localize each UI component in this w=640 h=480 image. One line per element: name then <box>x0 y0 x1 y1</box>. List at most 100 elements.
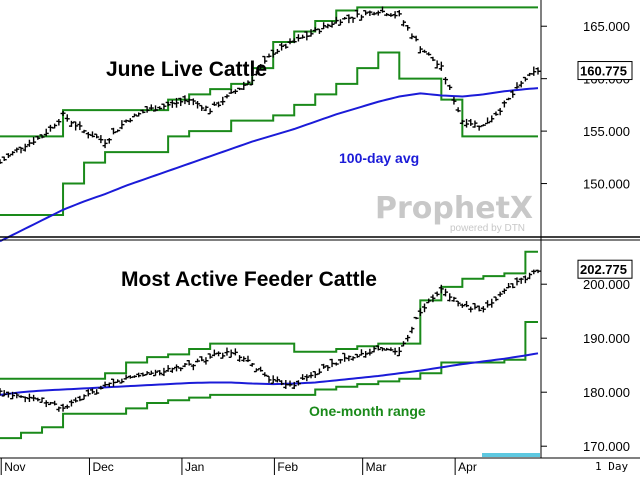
live-ohlc-bar <box>493 111 499 116</box>
feeder-ohlc-bar <box>98 385 104 390</box>
live-ohlc-bar <box>329 21 335 28</box>
live-ohlc-bar <box>434 60 440 69</box>
live-ohlc-bar <box>350 16 356 23</box>
live-ohlc-bar <box>321 22 327 30</box>
feeder-ohlc-bar <box>144 371 150 376</box>
feeder-ohlc-bar <box>186 359 192 366</box>
live-ohlc-bar <box>31 136 37 145</box>
live-ohlc-bar <box>417 46 423 54</box>
live-ohlc-bar <box>165 101 171 107</box>
feeder-ohlc-bar <box>501 288 507 294</box>
feeder-y-tick-label: 200.000 <box>583 277 630 292</box>
feeder-ohlc-bar <box>401 341 406 347</box>
feeder-ohlc-bar <box>253 368 259 373</box>
feeder-ohlc-bar <box>174 364 180 372</box>
feeder-ohlc-bar <box>287 380 293 387</box>
feeder-ohlc-bar <box>279 380 285 386</box>
x-tick-label: Dec <box>92 460 113 474</box>
live-ohlc-bar <box>472 120 478 128</box>
feeder-ohlc-bar <box>106 382 112 388</box>
feeder-ohlc-bar <box>417 308 423 317</box>
feeder-ohlc-bar <box>56 406 62 412</box>
period-label[interactable]: 1 Day <box>595 460 628 473</box>
feeder-ohlc-bar <box>165 365 171 372</box>
live-ohlc-bar <box>279 42 285 51</box>
live-ohlc-bar <box>178 97 184 107</box>
feeder-ohlc-bar <box>426 298 432 304</box>
feeder-ohlc-bar <box>266 375 272 383</box>
feeder-ohlc-bar <box>182 363 188 368</box>
feeder-ohlc-bar <box>443 288 449 297</box>
live-ohlc-bar <box>253 71 259 76</box>
live-ohlc-bar <box>14 147 20 153</box>
live-ohlc-bar <box>342 16 348 20</box>
live-ohlc-bar <box>119 120 125 130</box>
live-ohlc-bar <box>115 129 121 133</box>
feeder-ohlc-bar <box>245 355 251 363</box>
live-ohlc-bar <box>81 129 87 134</box>
feeder-ohlc-bar <box>308 372 314 379</box>
feeder-ohlc-bar <box>39 397 45 403</box>
live-ohlc-bar <box>405 24 411 31</box>
live-ohlc-bar <box>190 98 196 106</box>
feeder-ohlc-bar <box>325 365 331 371</box>
feeder-ohlc-bar <box>489 298 495 308</box>
live-ohlc-bar <box>52 123 58 129</box>
feeder-ohlc-bar <box>119 378 125 384</box>
live-ohlc-bar <box>346 14 352 24</box>
live-ohlc-bar <box>413 35 419 42</box>
feeder-ohlc-bar <box>354 353 360 358</box>
feeder-ohlc-bar <box>216 351 222 357</box>
feeder-ohlc-bar <box>207 353 213 359</box>
feeder-ohlc-bar <box>447 293 453 302</box>
live-last-value-box <box>577 61 633 81</box>
live-ohlc-bar <box>531 66 537 76</box>
feeder-ohlc-bar <box>190 364 196 371</box>
live-ohlc-bar <box>0 159 3 165</box>
feeder-ohlc-bar <box>396 347 402 357</box>
feeder-ohlc-bar <box>375 345 381 351</box>
feeder-ohlc-bar <box>85 389 91 397</box>
live-ohlc-bar <box>249 76 255 86</box>
feeder-ohlc-bar <box>68 399 74 407</box>
x-tick-label: Apr <box>458 460 477 474</box>
live-ohlc-bar <box>266 53 272 58</box>
live-cattle-title: June Live Cattle <box>106 58 267 81</box>
feeder-ohlc-bar <box>480 306 486 313</box>
live-ohlc-bar <box>291 38 297 44</box>
feeder-ohlc-bar <box>31 394 37 402</box>
live-ohlc-bar <box>426 52 432 56</box>
feeder-ohlc-bar <box>438 284 444 294</box>
feeder-ohlc-bar <box>94 389 100 395</box>
feeder-ohlc-bar <box>22 396 28 403</box>
live-ohlc-bar <box>476 125 482 131</box>
live-ohlc-bar <box>489 115 495 123</box>
feeder-ohlc-bar <box>316 368 322 375</box>
x-tick-label: Mar <box>366 460 387 474</box>
live-ohlc-bar <box>455 107 461 113</box>
live-ohlc-bar <box>358 14 364 21</box>
feeder-ohlc-bar <box>358 349 364 356</box>
live-ohlc-bar <box>18 146 24 154</box>
live-ohlc-bar <box>392 11 398 19</box>
feeder-ohlc-bar <box>73 397 79 403</box>
live-ohlc-bar <box>1 156 7 161</box>
scroll-indicator[interactable] <box>482 453 540 457</box>
live-ohlc-bar <box>451 96 457 105</box>
feeder-ohlc-bar <box>430 294 436 303</box>
feeder-ohlc-bar <box>241 356 247 362</box>
feeder-ohlc-bar <box>295 380 301 386</box>
live-ohlc-bar <box>232 89 238 94</box>
feeder-ohlc-bar <box>321 363 327 369</box>
x-tick-label: Jan <box>185 460 204 474</box>
feeder-ohlc-bar <box>476 305 482 312</box>
x-axis: Nov Dec Jan Feb Mar Apr <box>0 458 477 475</box>
live-ohlc-bar <box>64 114 70 122</box>
feeder-ohlc-bar <box>371 346 377 353</box>
live-ohlc-bar <box>459 119 465 125</box>
live-ohlc-bar <box>174 97 180 108</box>
live-ohlc-bar <box>207 108 213 115</box>
feeder-ohlc-bar <box>451 296 457 302</box>
